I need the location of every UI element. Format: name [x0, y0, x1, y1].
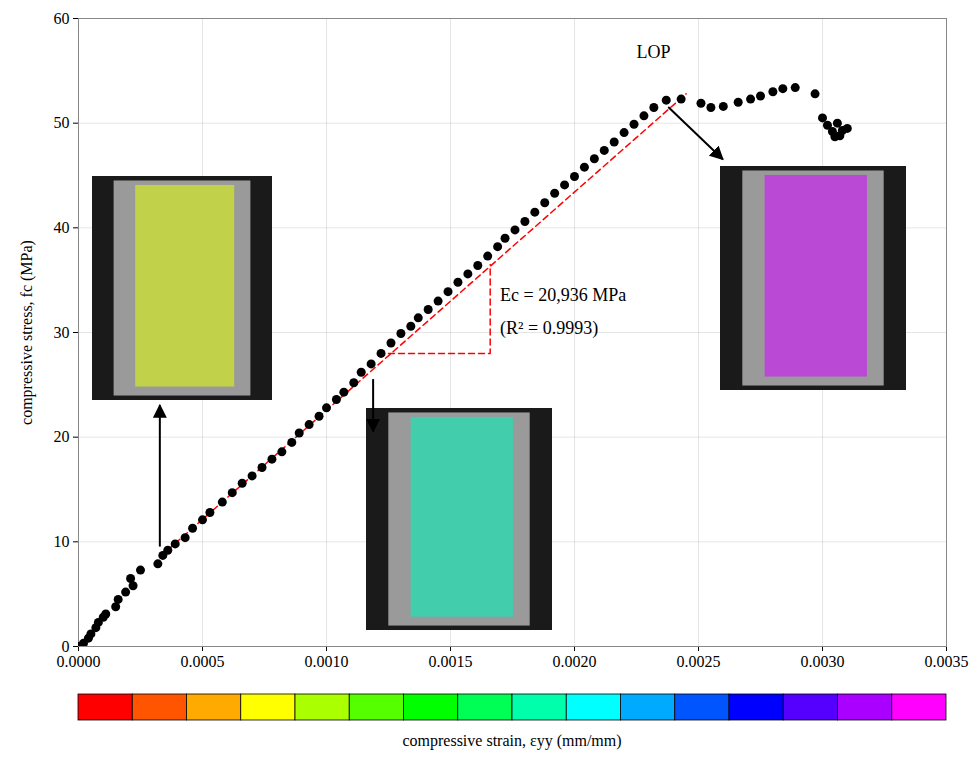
svg-text:0.0010: 0.0010: [305, 653, 349, 670]
svg-text:Ec = 20,936 MPa: Ec = 20,936 MPa: [500, 285, 626, 305]
svg-text:LOP: LOP: [637, 42, 671, 62]
svg-text:(R² = 0.9993): (R² = 0.9993): [500, 318, 598, 339]
svg-text:30: 30: [54, 324, 70, 341]
svg-text:0.0030: 0.0030: [801, 653, 845, 670]
svg-text:10: 10: [54, 533, 70, 550]
svg-text:compressive strain, εyy (mm/mm: compressive strain, εyy (mm/mm): [402, 732, 621, 750]
svg-text:50: 50: [54, 114, 70, 131]
svg-text:0.0005: 0.0005: [181, 653, 225, 670]
svg-text:0.0015: 0.0015: [429, 653, 473, 670]
svg-text:0.0025: 0.0025: [677, 653, 721, 670]
svg-text:0.0020: 0.0020: [553, 653, 597, 670]
svg-text:40: 40: [54, 219, 70, 236]
svg-text:0.0000: 0.0000: [57, 653, 101, 670]
svg-text:60: 60: [54, 10, 70, 27]
svg-text:0.0035: 0.0035: [925, 653, 969, 670]
svg-text:20: 20: [54, 428, 70, 445]
svg-text:compressive stress, fc (MPa): compressive stress, fc (MPa): [18, 240, 36, 425]
svg-text:0: 0: [61, 637, 70, 655]
